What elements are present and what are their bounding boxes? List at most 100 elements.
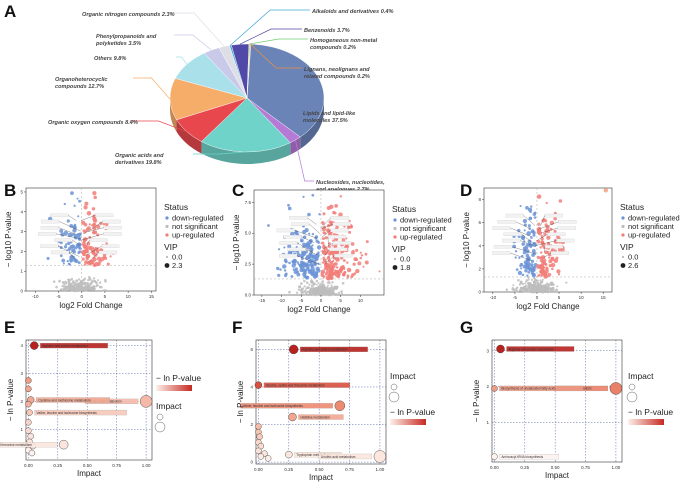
data-point <box>296 273 300 277</box>
data-point <box>328 259 331 262</box>
data-point <box>322 257 325 260</box>
pathway-bubble <box>285 451 292 458</box>
legend-color-title: − ln P-value <box>628 407 673 417</box>
data-point <box>543 273 547 277</box>
data-point <box>524 260 528 264</box>
data-point <box>539 246 542 249</box>
data-point <box>528 227 531 230</box>
data-point <box>77 198 79 200</box>
pathway-label: Linoleic acid metabolism <box>321 455 356 459</box>
data-point <box>327 281 329 283</box>
data-point <box>300 291 303 294</box>
data-point <box>351 251 355 255</box>
data-point <box>340 195 342 197</box>
data-point <box>89 286 91 288</box>
pathway-bubble-plots: Arginine and proline metabolismLinoleic … <box>0 340 673 482</box>
data-point <box>540 257 542 259</box>
data-point <box>279 268 282 271</box>
data-point <box>524 269 528 273</box>
data-point <box>285 272 288 275</box>
data-point <box>300 282 303 285</box>
legend-colorbar <box>628 419 664 425</box>
legend-vip-large <box>165 263 170 268</box>
data-point <box>539 279 541 281</box>
legend-size-title: Impact <box>390 371 416 381</box>
legend-vip-max: 2.6 <box>628 261 638 270</box>
legend-size-large <box>155 422 165 432</box>
data-point <box>355 249 358 252</box>
data-point <box>517 229 520 232</box>
panel-label-g: G <box>460 318 473 337</box>
data-point <box>322 261 324 263</box>
x-tick-label: 5 <box>104 294 107 299</box>
data-point <box>526 244 528 246</box>
data-point <box>350 275 353 278</box>
data-point <box>87 279 89 281</box>
data-point <box>77 244 80 247</box>
x-tick-label: -10 <box>32 294 39 299</box>
x-tick-label: 0 <box>320 298 323 303</box>
y-tick-label: 4 <box>20 209 23 214</box>
metabolite-label-box <box>551 251 569 254</box>
legend-vip-title: VIP <box>620 242 634 252</box>
data-point <box>540 281 543 284</box>
data-point <box>305 263 310 268</box>
y-axis-label: − log10 P-value <box>4 211 13 267</box>
data-point <box>311 255 314 258</box>
data-point <box>565 282 567 284</box>
metabolite-label-box <box>283 235 301 238</box>
data-point <box>74 224 77 227</box>
data-point <box>92 207 95 210</box>
metabolite-label-box <box>99 251 117 254</box>
legend-size-small <box>391 384 397 390</box>
data-point <box>305 276 309 280</box>
data-point <box>524 229 526 231</box>
y-tick-label: 1 <box>20 427 23 432</box>
data-point <box>334 204 338 208</box>
metabolite-label-box <box>331 229 349 232</box>
data-point <box>531 260 534 263</box>
pathway-bubble <box>27 410 33 416</box>
legend-status-swatch <box>393 235 396 238</box>
data-point <box>78 200 81 203</box>
data-point <box>559 199 562 202</box>
data-point <box>522 274 525 277</box>
legend-colorbar <box>390 419 426 425</box>
data-point <box>325 236 328 239</box>
data-point <box>332 244 334 246</box>
y-tick-label: 0.0 <box>245 293 252 298</box>
x-tick-label: -10 <box>490 295 497 300</box>
data-point <box>331 284 333 286</box>
x-tick-label: 0.00 <box>24 463 33 468</box>
y-tick-label: 2.5 <box>245 262 252 267</box>
data-point <box>321 242 324 245</box>
metabolite-label-box <box>547 233 565 236</box>
pie-label-line: Nucleosides, nucleotides, <box>316 180 385 186</box>
pathway-bubble <box>140 395 152 407</box>
metabolite-label-box <box>103 232 121 235</box>
x-tick-label: -5 <box>56 294 60 299</box>
data-point <box>362 266 364 268</box>
data-point <box>93 196 97 200</box>
legend-status-swatch <box>165 225 168 228</box>
pathway-label: Cysteine and methionine metabolism <box>38 398 91 402</box>
data-point <box>301 252 305 256</box>
data-point <box>540 286 542 288</box>
pathway-bubble <box>288 413 296 421</box>
legend-vip-max: 2.3 <box>172 261 182 270</box>
data-point <box>87 288 89 290</box>
data-point <box>337 273 339 275</box>
metabolite-label-box <box>288 248 306 251</box>
metabolite-label-box <box>502 239 520 242</box>
pie-label-line: compounds 0.2% <box>310 45 356 51</box>
data-point <box>525 285 527 287</box>
pathway-bubble <box>25 428 31 434</box>
pie-label-3: Organic oxygen compounds 8.4% <box>48 120 138 126</box>
data-point <box>355 269 359 273</box>
metabolite-label-box <box>329 248 347 251</box>
data-point <box>519 289 522 292</box>
data-point <box>301 264 304 267</box>
